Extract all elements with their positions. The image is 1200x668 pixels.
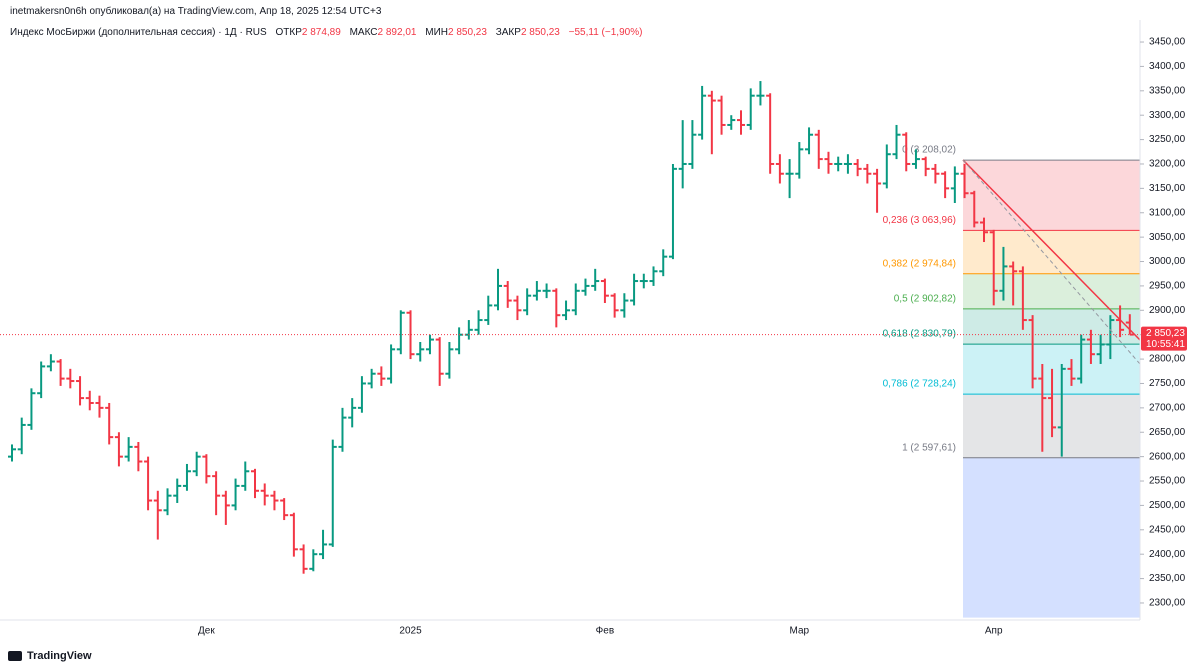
y-tick-label: 3250,00 <box>1149 134 1186 145</box>
close-label: ЗАКР <box>495 27 521 38</box>
y-tick-label: 3200,00 <box>1149 159 1186 170</box>
y-tick-label: 2750,00 <box>1149 378 1186 389</box>
fib-label: 0,786 (2 728,24) <box>883 379 956 390</box>
x-tick-label: Дек <box>198 626 215 637</box>
fib-zone <box>963 457 1140 618</box>
y-tick-label: 2550,00 <box>1149 476 1186 487</box>
price-bars <box>8 81 1134 574</box>
x-tick-label: 2025 <box>399 626 422 637</box>
x-tick-label: Мар <box>790 626 810 637</box>
y-tick-label: 3000,00 <box>1149 256 1186 267</box>
fib-zone <box>963 230 1140 274</box>
countdown: 10:55:41 <box>1146 339 1185 350</box>
low-value: 2 850,23 <box>448 27 487 38</box>
y-tick-label: 2350,00 <box>1149 573 1186 584</box>
y-tick-label: 3300,00 <box>1149 110 1186 121</box>
y-tick-label: 3450,00 <box>1149 37 1186 48</box>
y-tick-label: 3400,00 <box>1149 61 1186 72</box>
y-tick-label: 3100,00 <box>1149 207 1186 218</box>
y-tick-label: 2500,00 <box>1149 500 1186 511</box>
y-tick-label: 3350,00 <box>1149 85 1186 96</box>
y-tick-label: 2800,00 <box>1149 354 1186 365</box>
logo <box>8 651 22 661</box>
y-tick-label: 3150,00 <box>1149 183 1186 194</box>
y-tick-label: 2700,00 <box>1149 403 1186 414</box>
high-label: МАКС <box>349 27 378 38</box>
last-price-label: 2 850,23 <box>1146 328 1185 339</box>
open-label: ОТКР <box>275 27 302 38</box>
y-tick-label: 2600,00 <box>1149 451 1186 462</box>
y-tick-label: 2400,00 <box>1149 549 1186 560</box>
axes: 2300,00 2350,00 2400,00 2450,00 2500,00 2550,… <box>0 37 1187 637</box>
fib-label: 0,382 (2 974,84) <box>883 258 956 269</box>
open-value: 2 874,89 <box>301 27 341 38</box>
y-tick-label: 2450,00 <box>1149 524 1186 535</box>
legend-line: Индекс МосБиржи (дополнительная сессия) … <box>10 27 642 38</box>
fib-zone <box>963 308 1140 345</box>
fib-zone <box>963 160 1140 231</box>
fib-label: 0,618 (2 830,79) <box>883 329 956 340</box>
y-tick-label: 2900,00 <box>1149 305 1186 316</box>
trend-line-dashed <box>962 159 1141 365</box>
last-price-box <box>1141 326 1187 351</box>
x-tick-label: Фев <box>596 626 614 637</box>
trend-line <box>962 159 1141 341</box>
y-tick-label: 2300,00 <box>1149 598 1186 609</box>
fib-label: 0 (3 208,02) <box>902 145 956 156</box>
close-value: 2 850,23 <box>520 27 560 38</box>
y-tick-label: 2650,00 <box>1149 427 1186 438</box>
y-tick-label: 2950,00 <box>1149 281 1186 292</box>
symbol: Индекс МосБиржи (дополнительная сессия) … <box>10 27 267 38</box>
fib-label: 1 (2 597,61) <box>902 442 956 453</box>
fib-label: 0,236 (3 063,96) <box>883 215 956 226</box>
high-value: 2 892,01 <box>377 27 417 38</box>
fib-zone <box>963 273 1140 309</box>
brand: TradingView <box>27 650 92 662</box>
fib-label: 0,5 (2 902,82) <box>894 294 956 305</box>
x-tick-label: Апр <box>985 626 1003 637</box>
change: −55,11 (−1,90%) <box>568 27 643 38</box>
y-tick-label: 3050,00 <box>1149 232 1186 243</box>
author-line: inetmakersn0n6h опубликовал(а) на Tradin… <box>10 6 382 17</box>
low-label: МИН <box>425 27 448 38</box>
